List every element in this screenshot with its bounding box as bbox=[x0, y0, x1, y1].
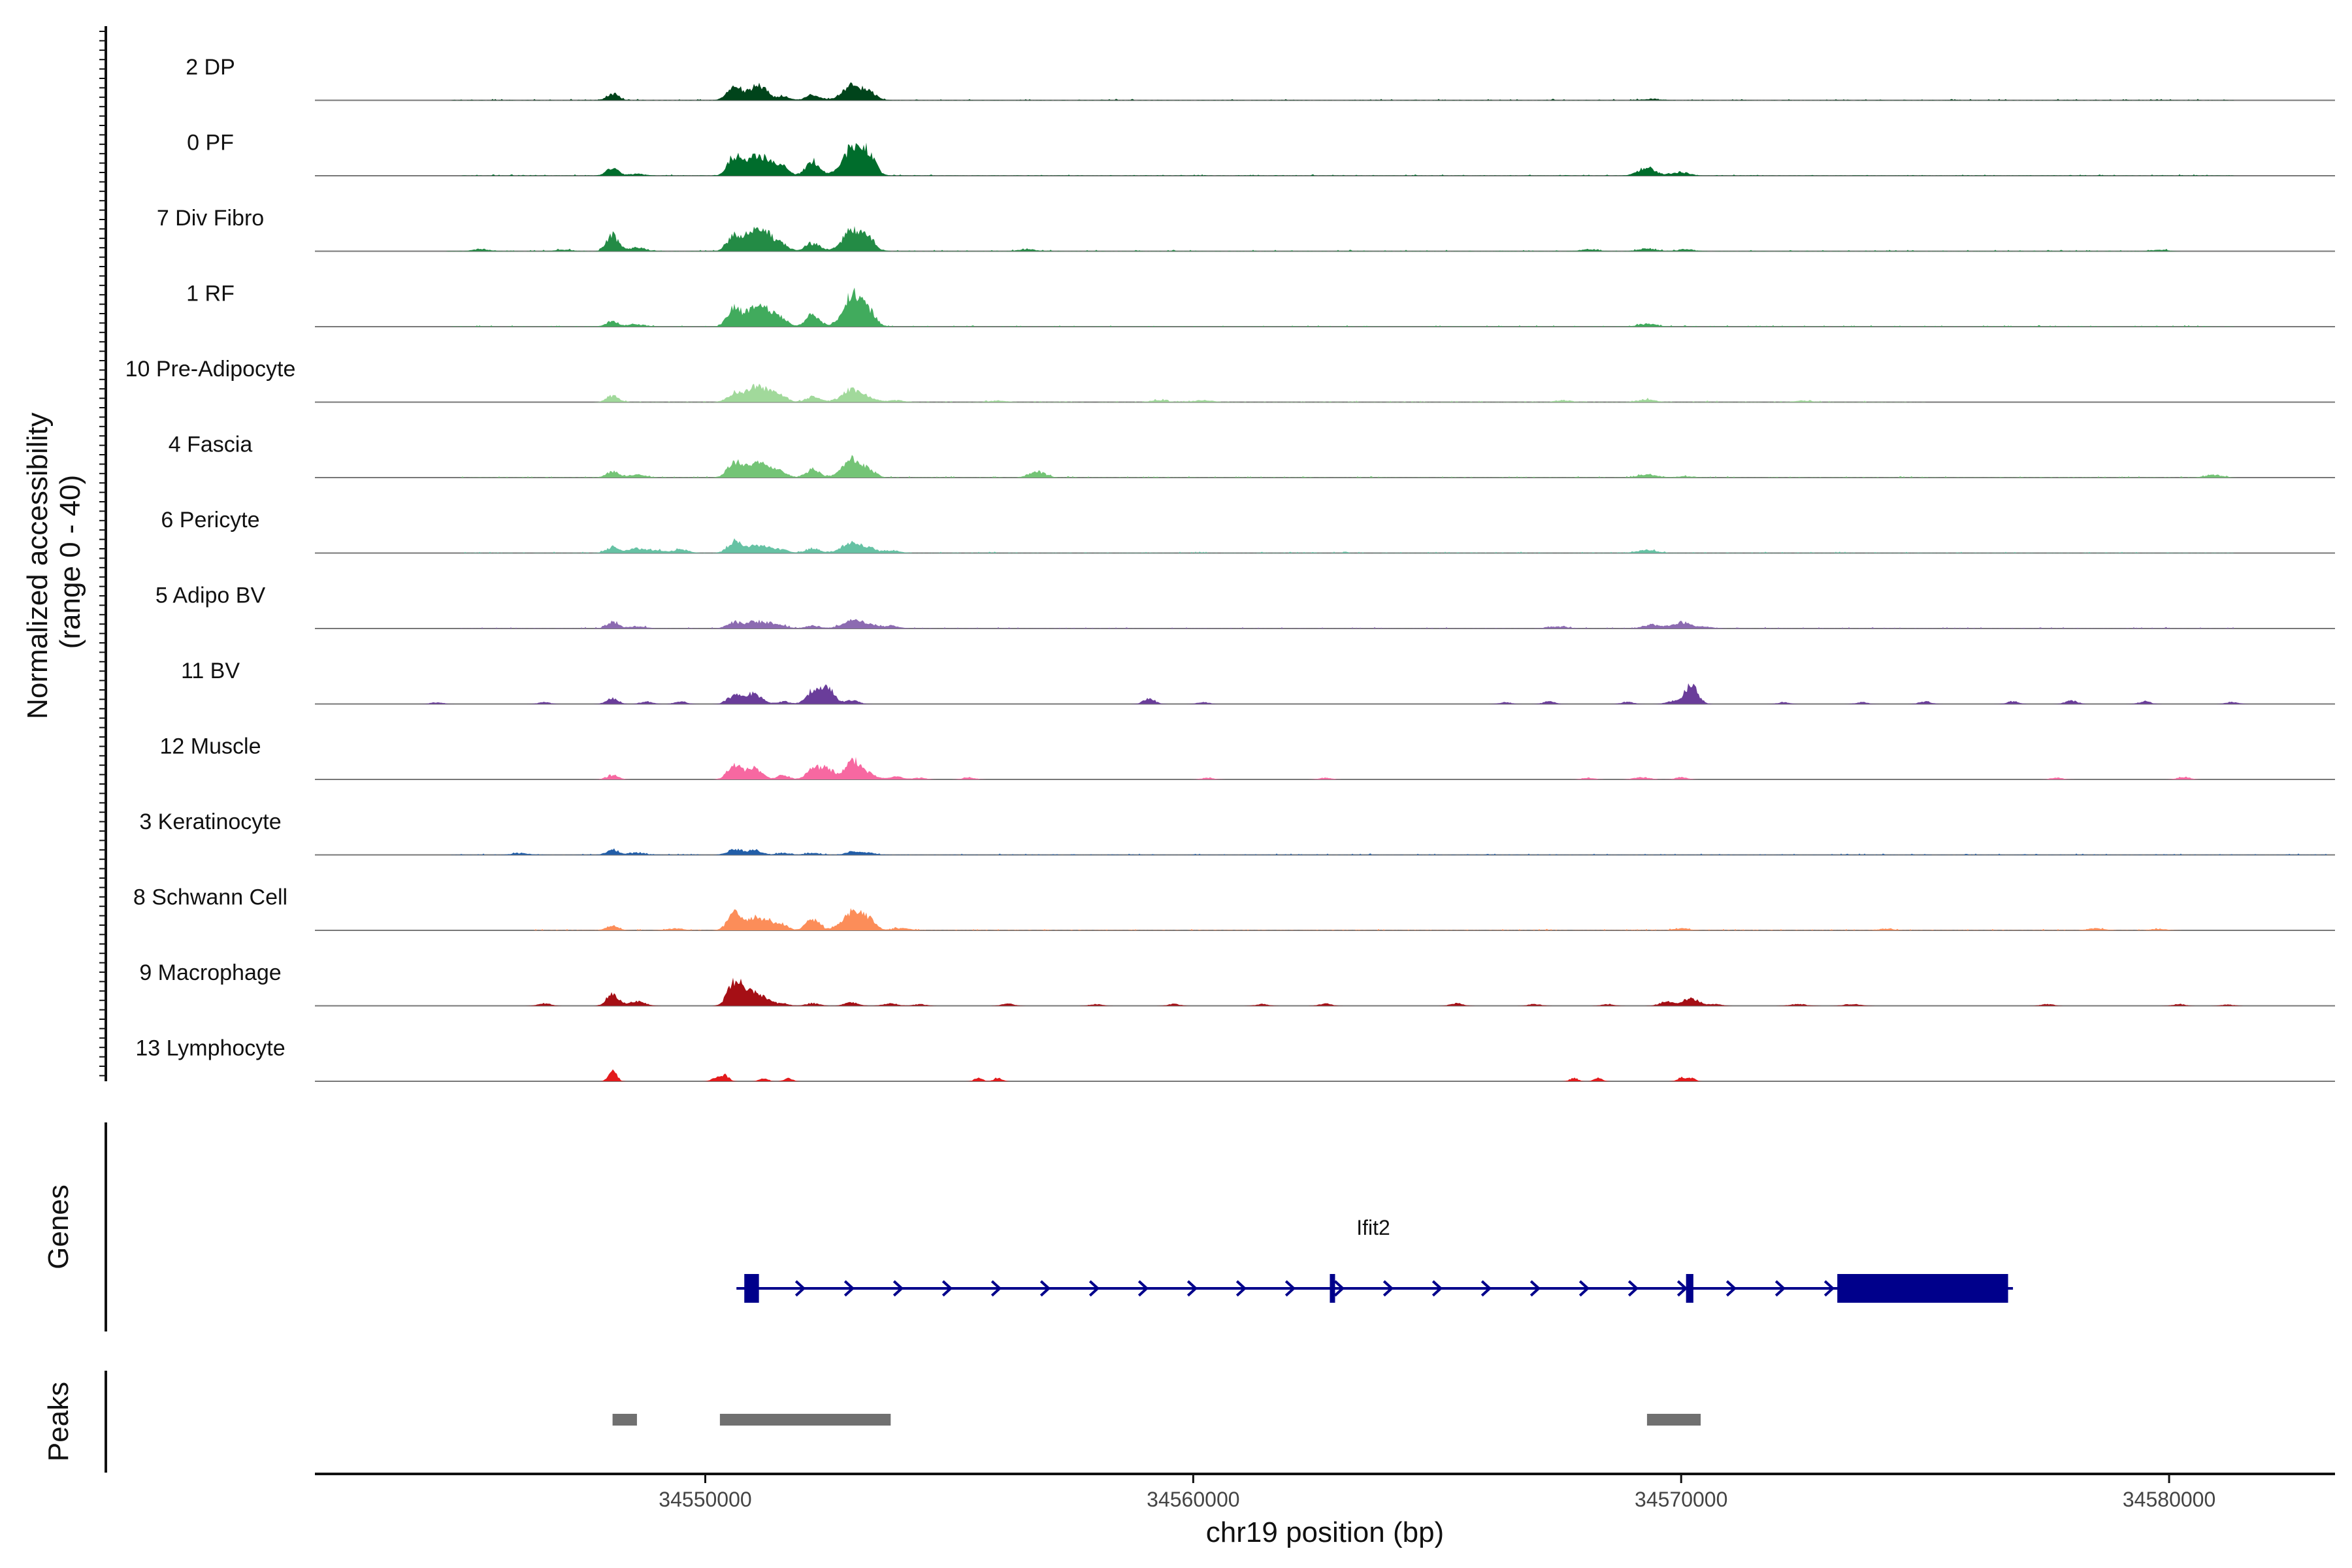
strand-arrow bbox=[1137, 1280, 1149, 1297]
coverage-tracks: 2 DP 0 PF 7 Div Fibro 1 RF 10 Pre-Adipocyte 4… bbox=[125, 55, 2335, 1082]
strand-arrow bbox=[892, 1280, 904, 1297]
gene-exon bbox=[1686, 1274, 1693, 1303]
y-axis-title-line2: (range 0 - 40) bbox=[54, 475, 86, 649]
y-axis-title-line1: Normalized accessibility bbox=[22, 412, 54, 719]
track-label: 5 Adipo BV bbox=[155, 583, 266, 608]
coverage-area bbox=[315, 848, 2335, 855]
x-axis-title: chr19 position (bp) bbox=[1206, 1516, 1444, 1548]
track-label: 8 Schwann Cell bbox=[133, 885, 287, 910]
track-9: 11 BV bbox=[181, 659, 2335, 705]
x-tick-label: 34570000 bbox=[1635, 1488, 1727, 1511]
strand-arrow bbox=[843, 1280, 855, 1297]
gene-exon bbox=[1330, 1274, 1335, 1303]
track-10: 12 Muscle bbox=[160, 734, 2335, 780]
peak-region bbox=[612, 1414, 637, 1426]
gene-exon bbox=[1837, 1274, 2008, 1303]
strand-arrow bbox=[1529, 1280, 1541, 1297]
track-7: 6 Pericyte bbox=[161, 508, 2335, 554]
track-5: 10 Pre-Adipocyte bbox=[125, 357, 2335, 403]
strand-arrow bbox=[941, 1280, 953, 1297]
track-2: 0 PF bbox=[187, 131, 2335, 176]
strand-arrow bbox=[1186, 1280, 1198, 1297]
strand-arrow bbox=[1333, 1280, 1345, 1297]
track-label: 0 PF bbox=[187, 131, 234, 155]
strand-arrow bbox=[1039, 1280, 1051, 1297]
strand-arrow bbox=[1382, 1280, 1394, 1297]
track-label: 9 Macrophage bbox=[139, 960, 281, 985]
track-label: 1 RF bbox=[186, 282, 235, 306]
strand-arrow bbox=[990, 1280, 1002, 1297]
y-axis-title: Normalized accessibility (range 0 - 40) bbox=[22, 404, 86, 719]
track-label: 3 Keratinocyte bbox=[139, 809, 281, 834]
coverage-area bbox=[315, 757, 2335, 779]
strand-arrow bbox=[1627, 1280, 1639, 1297]
track-11: 3 Keratinocyte bbox=[139, 809, 2335, 856]
track-label: 2 DP bbox=[186, 55, 235, 80]
track-6: 4 Fascia bbox=[169, 433, 2335, 478]
track-8: 5 Adipo BV bbox=[155, 583, 2335, 629]
track-14: 13 Lymphocyte bbox=[135, 1036, 2335, 1082]
track-13: 9 Macrophage bbox=[139, 960, 2335, 1007]
strand-arrow bbox=[1578, 1280, 1590, 1297]
track-4: 1 RF bbox=[186, 282, 2335, 327]
genes-panel-title: Genes bbox=[42, 1184, 74, 1269]
track-label: 6 Pericyte bbox=[161, 508, 259, 532]
track-label: 10 Pre-Adipocyte bbox=[125, 357, 296, 382]
track-label: 13 Lymphocyte bbox=[135, 1036, 285, 1061]
gene-exon bbox=[744, 1274, 759, 1303]
peaks-panel-title: Peaks bbox=[42, 1382, 74, 1462]
peak-region bbox=[719, 1414, 891, 1426]
strand-arrow bbox=[1480, 1280, 1492, 1297]
strand-arrow bbox=[1676, 1280, 1688, 1297]
peak-region bbox=[1646, 1414, 1701, 1426]
strand-arrow bbox=[1088, 1280, 1100, 1297]
x-axis-ticks: 34550000 34560000 34570000 34580000 bbox=[659, 1474, 2215, 1511]
gene-track bbox=[736, 1274, 2014, 1303]
track-label: 12 Muscle bbox=[160, 734, 261, 759]
track-12: 8 Schwann Cell bbox=[133, 885, 2335, 931]
strand-arrow bbox=[1774, 1280, 1786, 1297]
strand-arrow bbox=[1725, 1280, 1737, 1297]
gene-name-label: Ifit2 bbox=[1356, 1216, 1390, 1239]
strand-arrow bbox=[1284, 1280, 1296, 1297]
strand-arrow bbox=[1431, 1280, 1443, 1297]
x-tick-label: 34560000 bbox=[1147, 1488, 1239, 1511]
strand-arrow bbox=[1823, 1280, 1835, 1297]
track-1: 2 DP bbox=[186, 55, 2335, 101]
coverage-area bbox=[315, 455, 2335, 478]
x-tick-label: 34580000 bbox=[2123, 1488, 2215, 1511]
peak-regions bbox=[612, 1414, 1701, 1426]
track-label: 7 Div Fibro bbox=[157, 206, 264, 231]
track-3: 7 Div Fibro bbox=[157, 206, 2335, 252]
strand-arrow bbox=[794, 1280, 806, 1297]
y-axis bbox=[99, 26, 107, 1081]
x-tick-label: 34550000 bbox=[659, 1488, 751, 1511]
track-label: 11 BV bbox=[181, 659, 240, 683]
strand-arrow bbox=[1235, 1280, 1247, 1297]
coverage-area bbox=[315, 908, 2335, 930]
track-label: 4 Fascia bbox=[169, 433, 253, 457]
coverage-area bbox=[315, 683, 2335, 704]
